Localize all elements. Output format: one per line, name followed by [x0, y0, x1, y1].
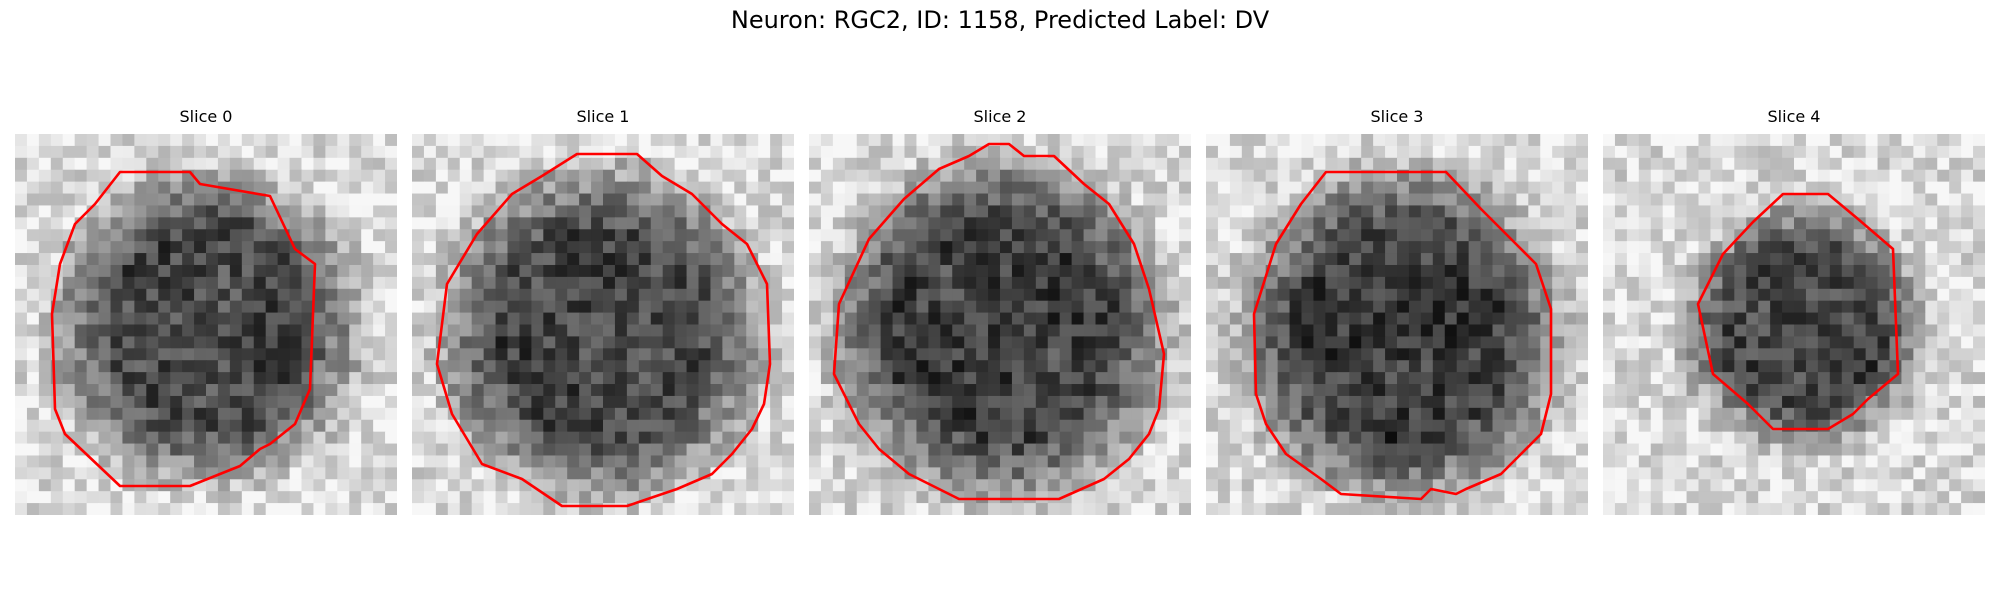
slice-title-0: Slice 0: [179, 107, 233, 126]
slice-panel-1: Slice 1: [412, 107, 794, 515]
slice-image-0: [15, 134, 397, 515]
slice-image-2: [809, 134, 1191, 515]
cell-contour: [1252, 170, 1553, 501]
cell-contour: [435, 152, 772, 508]
slice-panel-0: Slice 0: [15, 107, 397, 515]
cell-contour: [50, 170, 317, 488]
slice-title-2: Slice 2: [973, 107, 1027, 126]
slice-image-3: [1206, 134, 1588, 515]
figure-title: Neuron: RGC2, ID: 1158, Predicted Label:…: [730, 6, 1270, 34]
slice-panel-2: Slice 2: [809, 107, 1191, 515]
slice-title-3: Slice 3: [1370, 107, 1424, 126]
cell-contour: [1696, 192, 1900, 431]
slice-image-4: [1603, 134, 1985, 515]
slice-panel-4: Slice 4: [1603, 107, 1985, 515]
slice-image-1: [412, 134, 794, 515]
slice-panel-3: Slice 3: [1206, 107, 1588, 515]
cell-contour: [832, 142, 1166, 501]
slice-title-1: Slice 1: [576, 107, 630, 126]
slice-title-4: Slice 4: [1767, 107, 1821, 126]
